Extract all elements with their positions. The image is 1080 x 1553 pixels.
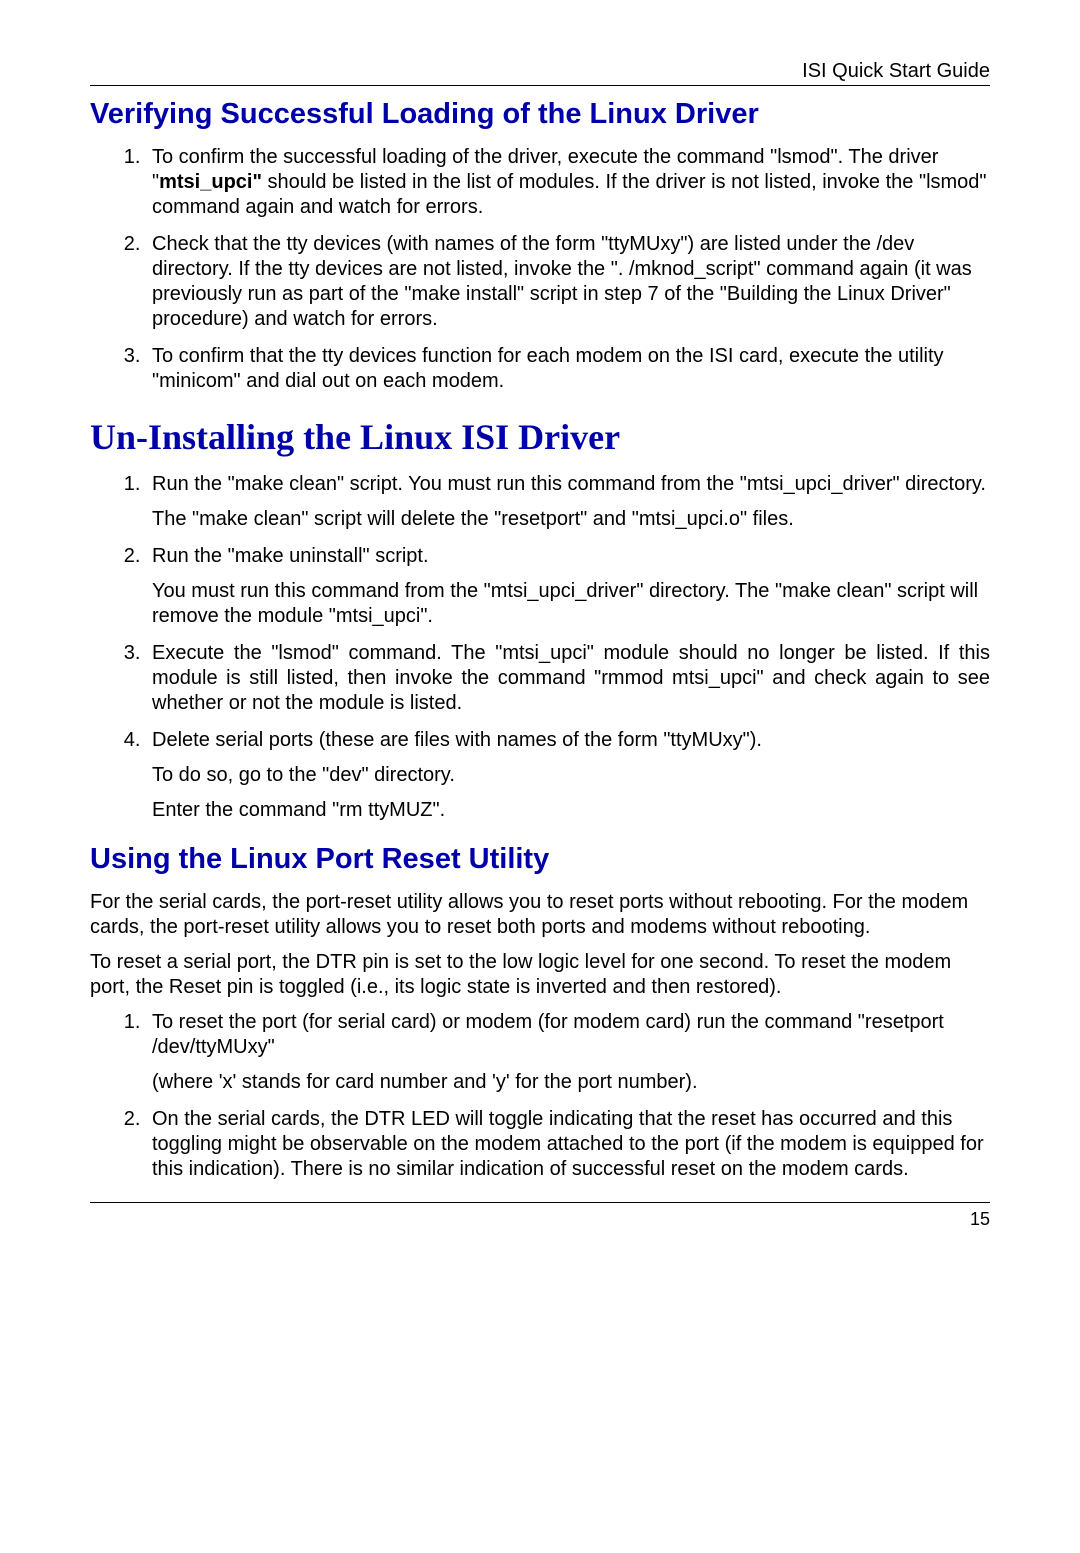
header-doc-title: ISI Quick Start Guide: [90, 60, 990, 83]
bold-text: mtsi_upci": [159, 171, 262, 193]
list-item: Run the "make clean" script. You must ru…: [146, 472, 990, 532]
sub-text: You must run this command from the "mtsi…: [152, 579, 990, 629]
page-number: 15: [90, 1209, 990, 1230]
paragraph: To reset a serial port, the DTR pin is s…: [90, 950, 990, 1000]
text-span: should be listed in the list of modules.…: [152, 171, 987, 218]
heading-reset: Using the Linux Port Reset Utility: [90, 843, 990, 876]
list-item: To reset the port (for serial card) or m…: [146, 1010, 990, 1095]
heading-uninstall: Un-Installing the Linux ISI Driver: [90, 416, 990, 458]
uninstall-list: Run the "make clean" script. You must ru…: [90, 472, 990, 823]
sub-text: The "make clean" script will delete the …: [152, 507, 990, 532]
heading-verify: Verifying Successful Loading of the Linu…: [90, 98, 990, 131]
top-rule: [90, 85, 990, 86]
list-item: To confirm that the tty devices function…: [146, 344, 990, 394]
list-item: Check that the tty devices (with names o…: [146, 232, 990, 332]
verify-list: To confirm the successful loading of the…: [90, 145, 990, 394]
text-span: To confirm that the tty devices function…: [152, 345, 944, 392]
text-span: Check that the tty devices (with names o…: [152, 233, 972, 330]
sub-text: To do so, go to the "dev" directory.: [152, 763, 990, 788]
text-span: Delete serial ports (these are files wit…: [152, 729, 762, 751]
sub-text: (where 'x' stands for card number and 'y…: [152, 1070, 990, 1095]
list-item: On the serial cards, the DTR LED will to…: [146, 1107, 990, 1182]
page: ISI Quick Start Guide Verifying Successf…: [0, 0, 1080, 1553]
list-item: Run the "make uninstall" script. You mus…: [146, 544, 990, 629]
text-span: Execute the "lsmod" command. The "mtsi_u…: [152, 642, 990, 714]
text-span: Run the "make clean" script. You must ru…: [152, 473, 986, 495]
bottom-rule: [90, 1202, 990, 1203]
list-item: To confirm the successful loading of the…: [146, 145, 990, 220]
list-item: Delete serial ports (these are files wit…: [146, 728, 990, 823]
list-item: Execute the "lsmod" command. The "mtsi_u…: [146, 641, 990, 716]
text-span: On the serial cards, the DTR LED will to…: [152, 1108, 984, 1180]
paragraph: For the serial cards, the port-reset uti…: [90, 890, 990, 940]
reset-list: To reset the port (for serial card) or m…: [90, 1010, 990, 1182]
text-span: Run the "make uninstall" script.: [152, 545, 429, 567]
sub-text: Enter the command "rm ttyMUZ".: [152, 798, 990, 823]
text-span: To reset the port (for serial card) or m…: [152, 1011, 944, 1058]
